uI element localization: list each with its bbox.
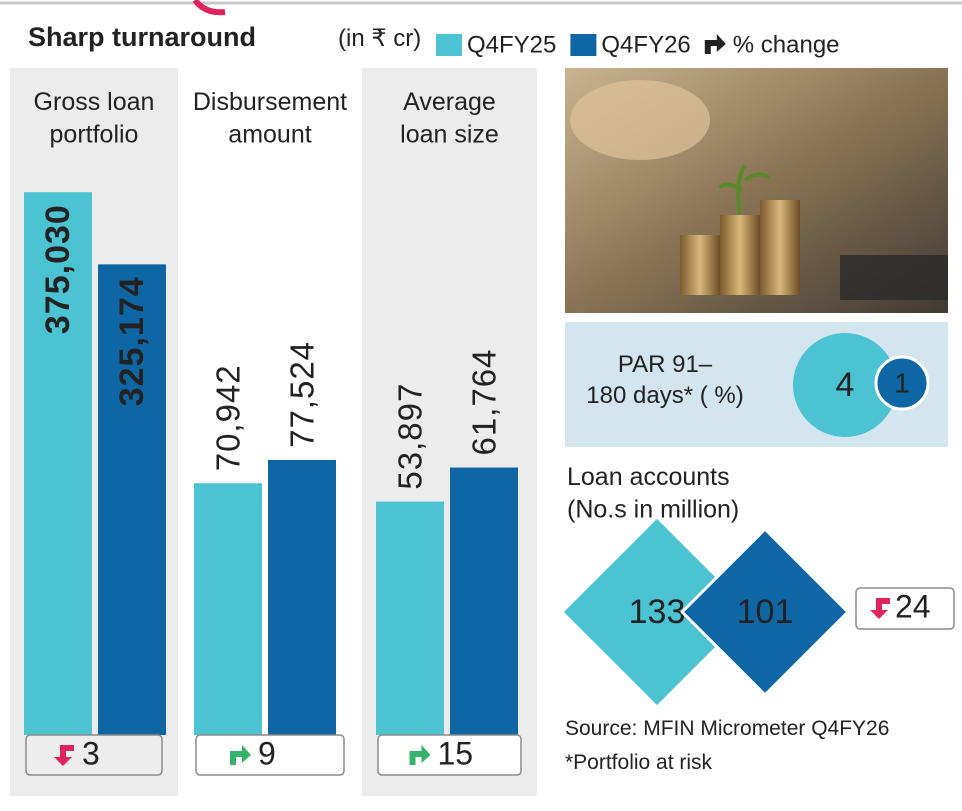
loan-value: 133 [629,593,686,631]
source: Source: MFIN Micrometer Q4FY26 [565,717,889,740]
bar [268,460,336,735]
legend-swatch [436,34,462,56]
title: Sharp turnaround [28,22,256,52]
change-value: 24 [895,588,931,624]
photo-hand [570,80,710,160]
photo-coins [720,215,760,295]
legend: Q4FY25 Q4FY26 % change [436,31,840,58]
infographic: Sharp turnaround (in ₹ cr) Q4FY25 Q4FY26%… [0,0,962,811]
value-label: 70,942 [210,364,247,471]
photo [565,68,948,313]
legend-swatch [570,34,596,56]
value-label: 53,897 [392,383,429,490]
page: { "title": "Sharp turnaround", "unit": "… [0,0,962,811]
par-value: 1 [894,367,910,398]
bar [376,502,444,735]
photo-coins [680,235,720,295]
legend-label: Q4FY26 [601,31,690,58]
photo-coins [760,200,800,295]
value-label: 61,764 [466,349,503,456]
value-label: 77,524 [284,341,321,448]
footnote: *Portfolio at risk [565,751,713,774]
value-label: 375,030 [39,204,77,334]
bar [450,468,518,735]
legend-label: % change [733,31,840,58]
change-value: 3 [82,735,100,771]
change-value: 15 [438,735,474,771]
legend-label: Q4FY25 [467,31,556,58]
change-value: 9 [258,735,276,771]
loan-value: 101 [737,593,794,631]
value-label: 325,174 [113,276,151,406]
unit: (in ₹ cr) [338,25,421,52]
par-value: 4 [836,366,855,404]
bar [194,483,262,735]
photo-calculator [840,255,948,300]
